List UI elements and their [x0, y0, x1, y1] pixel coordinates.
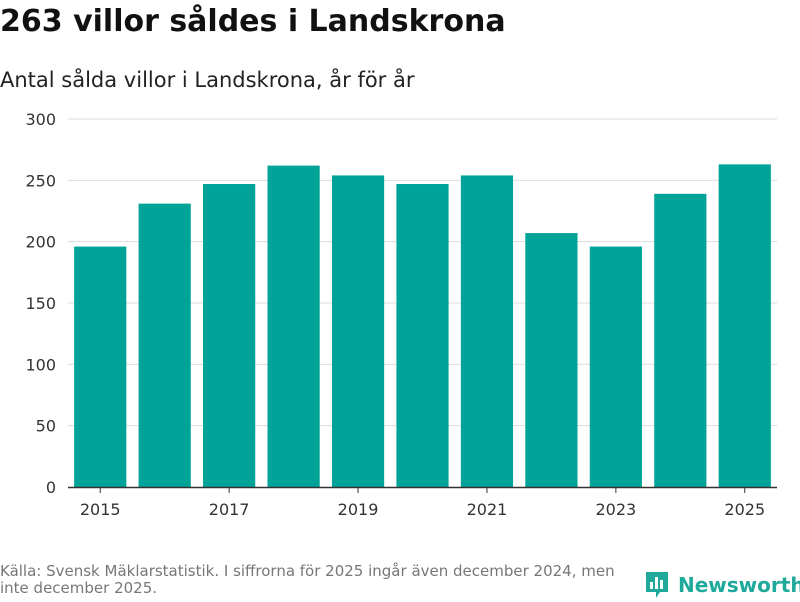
chart-subtitle: Antal sålda villor i Landskrona, år för …: [0, 68, 415, 92]
y-tick-label: 200: [25, 233, 56, 252]
bar-2017: [203, 184, 256, 487]
bar-2024: [654, 193, 707, 487]
bar-2021: [460, 175, 514, 487]
bar-chart: 0 50 100 150 200 250 300 2015 2017 2019 2021 2023 20…: [25, 110, 777, 519]
bar-2016: [138, 203, 191, 487]
bar-2023: [589, 246, 642, 487]
y-tick-label: 150: [25, 294, 56, 313]
x-tick-label: 2017: [209, 500, 250, 519]
y-tick-label: 0: [46, 478, 56, 497]
y-tick-label: 50: [36, 417, 56, 436]
bar-2019: [331, 175, 385, 487]
bar-2020: [396, 184, 449, 487]
y-tick-label: 250: [25, 171, 56, 190]
bar-2018: [267, 165, 320, 487]
y-tick-label: 300: [25, 110, 56, 129]
x-tick-label: 2023: [596, 500, 637, 519]
x-tick-label: 2021: [467, 500, 508, 519]
bar-2022: [525, 233, 578, 487]
brand-name: Newsworthy: [678, 573, 800, 597]
newsworthy-logo-icon: [646, 572, 668, 598]
x-tick-label: 2019: [338, 500, 379, 519]
x-tick-label: 2015: [80, 500, 121, 519]
x-tick-label: 2025: [724, 500, 765, 519]
brand-logo: Newsworthy: [644, 568, 800, 602]
y-tick-label: 100: [25, 355, 56, 374]
bar-2015: [74, 246, 127, 487]
chart-title: 263 villor såldes i Landskrona: [0, 4, 506, 39]
source-note: Källa: Svensk Mäklarstatistik. I siffror…: [0, 562, 615, 597]
bar-2025: [718, 164, 771, 488]
